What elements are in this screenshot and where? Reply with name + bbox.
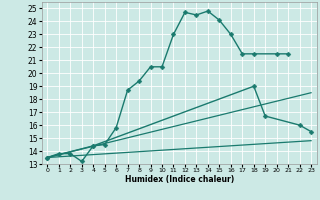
X-axis label: Humidex (Indice chaleur): Humidex (Indice chaleur) — [124, 175, 234, 184]
